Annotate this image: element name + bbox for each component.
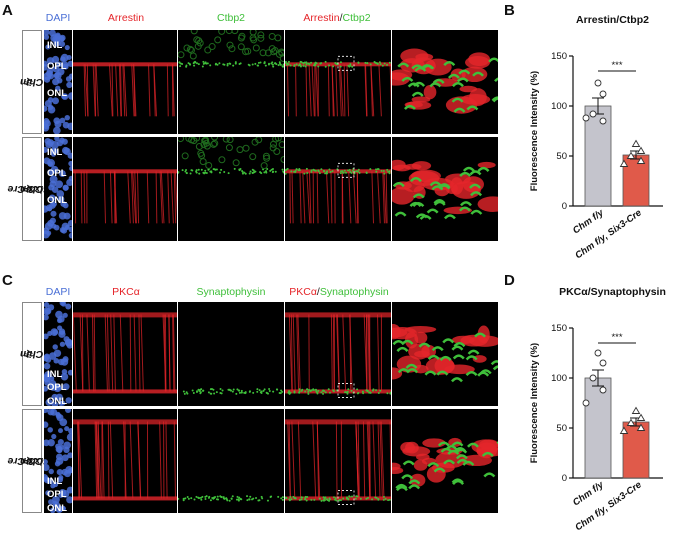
micrograph-tile — [178, 137, 284, 241]
y-tick-label: 100 — [551, 101, 567, 112]
channel-label-ctbp2: Ctbp2 — [178, 12, 284, 24]
data-point — [590, 375, 596, 381]
bar-chart-b: Fluorescence Intensity (%) 0 50 100 150 Chm f… — [525, 30, 685, 270]
data-point — [590, 111, 596, 117]
data-point — [600, 360, 606, 366]
layer-label: OPL — [47, 61, 67, 72]
genotype-name: Chm — [20, 76, 43, 88]
panel-letter-b: B — [504, 2, 515, 19]
layer-label: ONL — [47, 396, 67, 407]
chart-title-b: Arrestin/Ctbp2 — [540, 14, 685, 26]
y-tick-label: 100 — [551, 373, 567, 384]
y-tick-label: 150 — [551, 323, 567, 334]
merge-green-a: Ctbp2 — [343, 12, 371, 24]
micrograph-tile — [73, 409, 177, 513]
panel-letter-d: D — [504, 272, 515, 289]
chart-title-d: PKCα/Synaptophysin — [540, 286, 685, 298]
micrograph-tile — [73, 302, 177, 406]
y-axis-label: Fluorescence Intensity (%) — [529, 343, 540, 463]
micrograph-tile — [285, 302, 391, 406]
channel-label-arrestin: Arrestin — [74, 12, 178, 24]
y-tick-label: 0 — [562, 473, 567, 484]
micrograph-tile — [392, 302, 498, 406]
merge-red-c: PKCα — [289, 286, 317, 298]
data-point — [595, 80, 601, 86]
micrograph-tile — [178, 409, 284, 513]
layer-label: ONL — [47, 503, 67, 514]
y-tick-label: 50 — [556, 423, 567, 434]
y-axis-label: Fluorescence Intensity (%) — [529, 71, 540, 191]
layer-label: INL — [47, 147, 62, 158]
y-tick-label: 50 — [556, 151, 567, 162]
significance-marker: *** — [611, 332, 622, 343]
layer-label: INL — [47, 476, 62, 487]
bar — [585, 378, 611, 478]
data-point — [600, 91, 606, 97]
layer-label: INL — [47, 40, 62, 51]
layer-label: OPL — [47, 168, 67, 179]
channel-label-pkca: PKCα — [74, 286, 178, 298]
bar — [623, 422, 649, 478]
data-point — [600, 387, 606, 393]
channel-label-dapi-c: DAPI — [44, 286, 72, 298]
significance-marker: *** — [611, 60, 622, 71]
layer-label: INL — [47, 369, 62, 380]
micrograph-tile — [392, 30, 498, 134]
channel-label-dapi-a: DAPI — [44, 12, 72, 24]
data-point — [583, 400, 589, 406]
layer-label: ONL — [47, 88, 67, 99]
data-point — [595, 350, 601, 356]
data-point — [600, 118, 606, 124]
micrograph-tile — [285, 409, 391, 513]
bar — [585, 106, 611, 206]
bar-chart-d: Fluorescence Intensity (%) 0 50 100 150 Chm f… — [525, 302, 685, 542]
panel-letter-a: A — [2, 2, 13, 19]
layer-label: OPL — [47, 382, 67, 393]
category-label: Chm f/y, Six3-Cre — [573, 479, 644, 533]
merge-green-c: Synaptophysin — [320, 286, 389, 298]
micrograph-tile — [392, 137, 498, 241]
micrograph-tile — [73, 137, 177, 241]
layer-label: OPL — [47, 489, 67, 500]
y-tick-label: 150 — [551, 51, 567, 62]
channel-label-merge-a: Arrestin/Ctbp2 — [284, 12, 390, 24]
merge-red-a: Arrestin — [303, 12, 339, 24]
channel-label-synaptophysin: Synaptophysin — [178, 286, 284, 298]
data-point — [633, 408, 640, 414]
channel-label-merge-c: PKCα/Synaptophysin — [284, 286, 394, 298]
data-point — [633, 141, 640, 147]
bar — [623, 155, 649, 206]
micrograph-tile — [285, 137, 391, 241]
micrograph-tile — [178, 30, 284, 134]
layer-label: ONL — [47, 195, 67, 206]
data-point — [583, 115, 589, 121]
y-tick-label: 0 — [562, 201, 567, 212]
micrograph-tile — [392, 409, 498, 513]
micrograph-tile — [178, 302, 284, 406]
genotype-name: Chm — [20, 348, 43, 360]
category-label: Chm f/y, Six3-Cre — [573, 207, 644, 261]
micrograph-tile — [73, 30, 177, 134]
panel-letter-c: C — [2, 272, 13, 289]
micrograph-tile — [285, 30, 391, 134]
